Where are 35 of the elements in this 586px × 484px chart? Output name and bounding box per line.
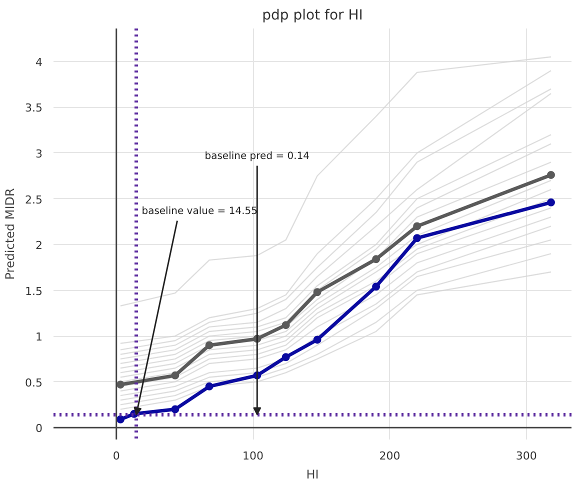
point <box>116 415 124 424</box>
x-axis-title: HI <box>306 468 319 482</box>
point <box>313 288 322 296</box>
point <box>282 321 290 330</box>
point <box>205 382 214 390</box>
y-tick-label: 2.5 <box>25 193 43 206</box>
y-tick-label: 4 <box>36 56 42 69</box>
point <box>205 341 214 350</box>
y-tick-label: 0 <box>36 422 42 436</box>
point <box>372 255 380 264</box>
x-tick-label: 200 <box>379 450 400 462</box>
y-axis-title: Predicted MIDR <box>3 188 18 280</box>
point <box>282 353 290 362</box>
point <box>313 336 322 344</box>
line-series <box>120 56 552 306</box>
x-tick-label: 300 <box>516 450 537 462</box>
point <box>547 170 555 179</box>
x-tick-label: 100 <box>242 450 264 462</box>
point <box>413 222 422 230</box>
y-tick-label: 1.5 <box>25 284 43 298</box>
point <box>413 234 422 242</box>
y-tick-label: 3 <box>36 147 42 160</box>
y-tick-label: 0.5 <box>25 376 43 390</box>
annotation: baseline value = 14.55 <box>142 206 258 218</box>
x-tick-label: 0 <box>112 450 120 462</box>
y-tick-label: 2 <box>36 239 42 252</box>
y-tick-label: 3.5 <box>25 102 43 115</box>
point <box>547 198 555 206</box>
point <box>372 282 380 291</box>
point <box>116 380 124 389</box>
chart-title: pdp plot for HI <box>262 8 363 24</box>
annotation: baseline pred = 0.14 <box>204 151 310 162</box>
y-tick-label: 1 <box>36 330 42 344</box>
point <box>171 371 180 380</box>
point <box>171 405 180 414</box>
